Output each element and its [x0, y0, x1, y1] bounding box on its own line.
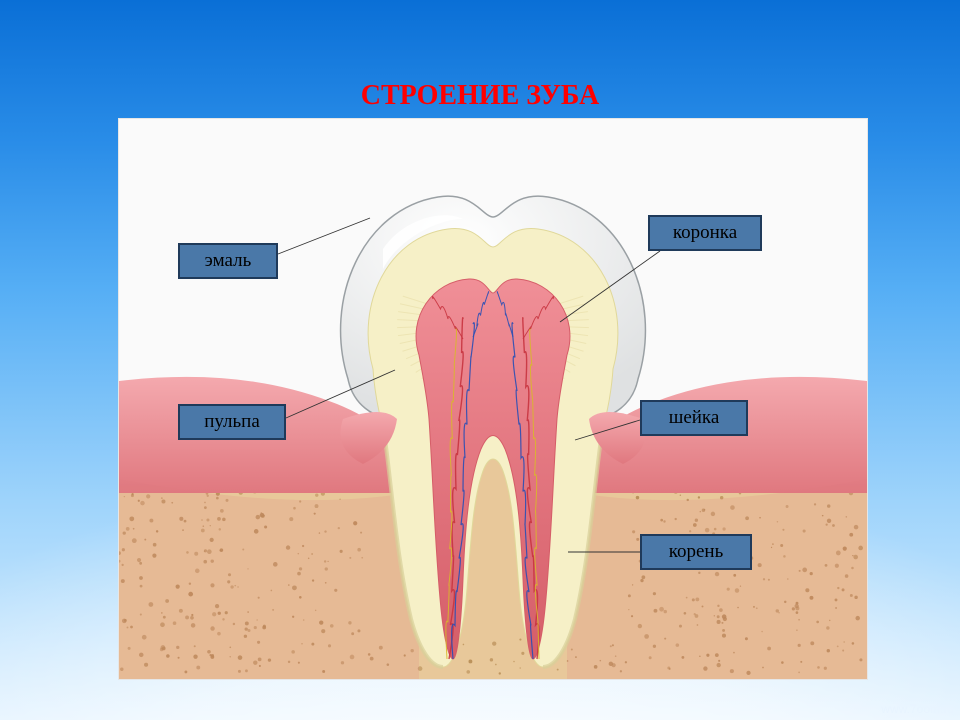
label-root: корень — [640, 534, 752, 570]
label-enamel: эмаль — [178, 243, 278, 279]
label-crown: коронка — [648, 215, 762, 251]
label-root-text: корень — [669, 541, 724, 563]
stage: СТРОЕНИЕ ЗУБА эмаль коронка пульпа шейка кор… — [0, 0, 960, 720]
label-pulp-text: пульпа — [204, 411, 260, 433]
diagram-panel — [118, 118, 868, 680]
watermark: www.7oom.ru — [881, 702, 954, 716]
page-title: СТРОЕНИЕ ЗУБА — [0, 80, 960, 112]
tooth-diagram — [119, 119, 867, 679]
label-neck-text: шейка — [669, 407, 720, 429]
label-pulp: пульпа — [178, 404, 286, 440]
label-neck: шейка — [640, 400, 748, 436]
label-crown-text: коронка — [673, 222, 737, 244]
label-enamel-text: эмаль — [205, 250, 252, 272]
